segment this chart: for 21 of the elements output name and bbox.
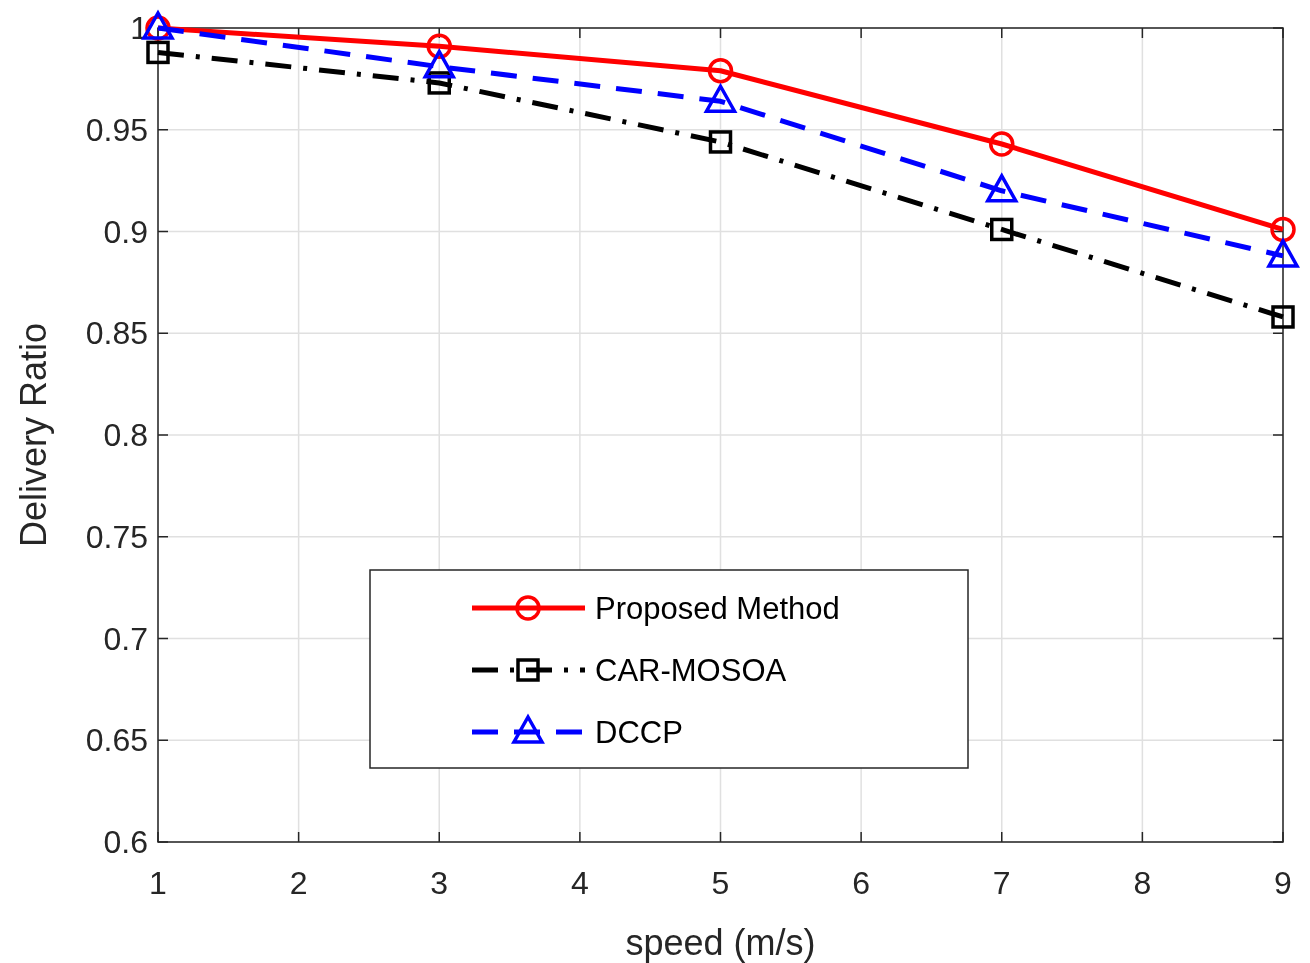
- x-axis-title: speed (m/s): [625, 922, 816, 963]
- y-tick-label: 0.85: [85, 315, 148, 352]
- y-axis-title: Delivery Ratio: [13, 322, 54, 548]
- y-tick-label: 0.95: [85, 111, 148, 148]
- x-tick-label: 6: [852, 865, 871, 901]
- x-tick-label: 5: [711, 865, 730, 901]
- y-tick-label: 0.75: [85, 518, 148, 555]
- x-tick-label: 4: [570, 865, 589, 901]
- x-tick-label: 7: [992, 865, 1011, 901]
- y-tick-label: 0.6: [103, 824, 148, 861]
- legend-label: Proposed Method: [595, 590, 840, 626]
- x-tick-label: 9: [1274, 865, 1292, 901]
- y-tick-label: 0.8: [103, 417, 148, 454]
- legend-label: CAR-MOSOA: [595, 652, 787, 688]
- x-tick-label: 3: [430, 865, 449, 901]
- x-tick-label: 2: [289, 865, 308, 901]
- x-tick-label: 8: [1133, 865, 1152, 901]
- legend-label: DCCP: [595, 714, 683, 750]
- y-tick-label: 0.9: [103, 213, 148, 250]
- y-tick-label: 0.7: [103, 620, 148, 657]
- y-tick-label: 0.65: [85, 722, 148, 759]
